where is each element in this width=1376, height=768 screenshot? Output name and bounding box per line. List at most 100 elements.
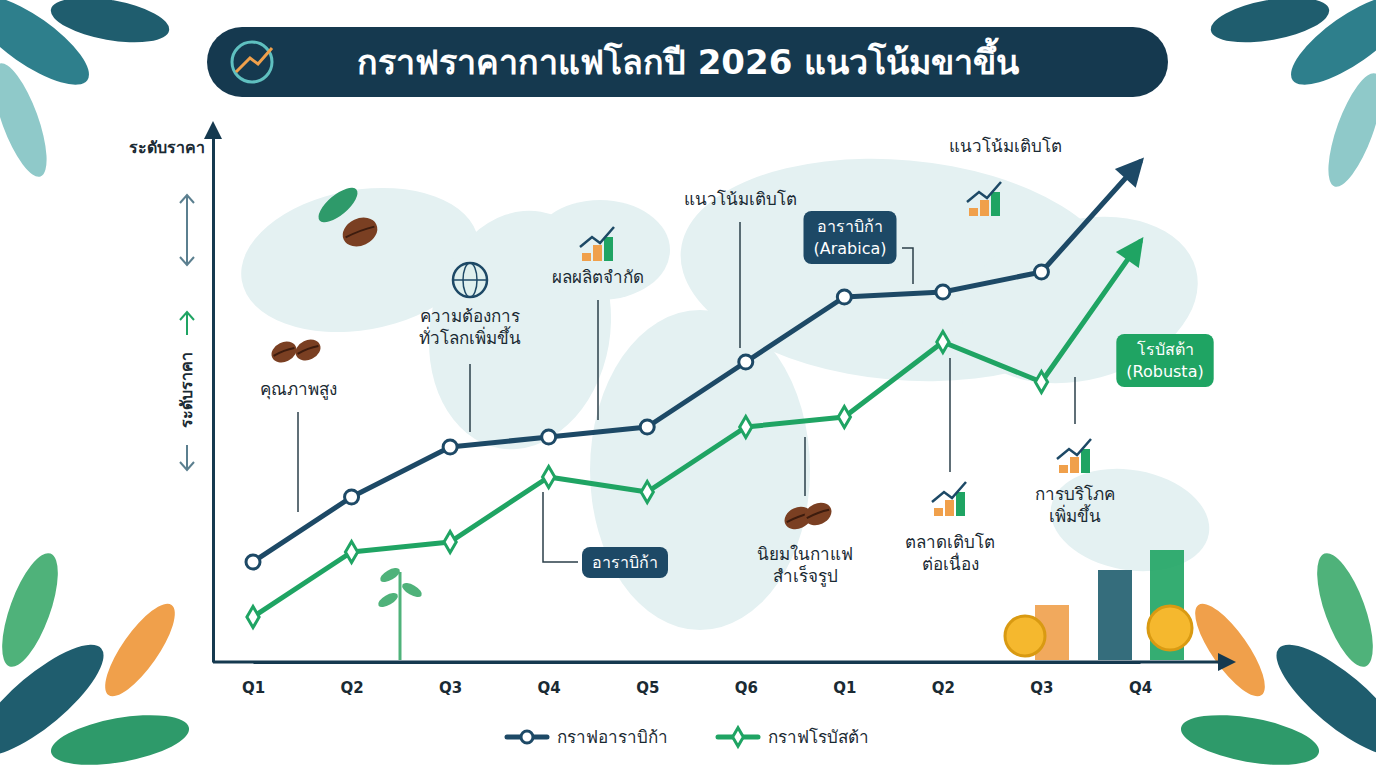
map-shape [943,192,1216,409]
leader-line [739,222,741,348]
legend-item: กราฟอาราบิก้า [507,727,668,747]
point-marker [345,490,359,504]
title-icon [236,48,272,72]
x-tick-label: Q4 [538,679,561,697]
annotation-box-bg [803,211,896,264]
point-marker [936,285,950,299]
icon-arrow [967,182,1001,202]
legend-item: กราฟโรบัสต้า [718,727,869,747]
annotation-line: (Arabica) [813,239,886,258]
bar-icon [1057,439,1091,473]
annotation: ความต้องการทั่วโลกเพิ่มขึ้น [419,306,521,348]
annotation-line: การบริโภค [1035,484,1115,504]
x-tick-label: Q2 [340,679,363,697]
x-tick-label: Q5 [636,679,659,697]
point-marker [640,420,654,434]
annotation-box: อาราบิก้า [582,547,668,578]
decorations [0,0,1376,768]
x-tick-label: Q3 [1030,679,1053,697]
annotation-box: อาราบิก้า(Arabica) [803,211,896,264]
chart-root: กราฟราคากาแฟโลกปี 2026 แนวโน้มขาขึ้นQ1Q2… [0,0,1376,768]
point-marker [837,290,851,304]
bar-icon [580,227,614,261]
arrow-head [1116,229,1155,268]
series-line [253,162,1140,562]
bean [292,336,324,365]
globe [453,263,487,297]
bar-icon [932,482,966,516]
annotation-line: นิยมในกาแฟ [757,544,853,564]
leader-line [804,437,806,496]
annotation-text: การบริโภคเพิ่มขึ้น [1035,484,1115,526]
coin [1005,616,1045,656]
icon-bar [956,492,965,516]
annotation: แนวโน้มเติบโต [684,189,797,209]
decor-bar [1098,570,1132,660]
annotation-text: แนวโน้มเติบโต [684,189,797,209]
leaf [1177,706,1323,768]
point-marker [246,555,260,569]
annotation-text: นิยมในกาแฟสำเร็จรูป [757,544,853,587]
legend-label: กราฟอาราบิก้า [557,727,668,747]
annotation-line: แนวโน้มเติบโต [684,189,797,209]
annotation-text: แนวโน้มเติบโต [949,136,1062,156]
x-tick-label: Q1 [242,679,265,697]
x-tick-label: Q4 [1129,679,1152,697]
icon-bar [991,192,1000,216]
y-axis-arrow [204,121,222,139]
icon-arrow [1057,439,1091,459]
annotations: คุณภาพสูง ความต้องการทั่วโลกเพิ่มขึ้น ผลผล… [260,136,1214,587]
leader-line [469,364,471,432]
title-banner [207,27,1168,97]
legend: กราฟอาราบิก้า กราฟโรบัสต้า [507,727,869,747]
point-marker [345,541,357,562]
point-marker [543,466,555,487]
icon-bar [980,200,989,216]
point-marker [1035,371,1047,392]
coffee-bean-icon [801,499,835,530]
leader-line [902,248,913,284]
x-tick-label: Q3 [439,679,462,697]
arrow-head [1115,148,1155,188]
x-tick-label: Q1 [833,679,856,697]
annotation: การบริโภคเพิ่มขึ้น [1035,484,1115,526]
icon-bar [934,508,943,516]
annotation: ผลผลิตจำกัด [552,267,644,287]
leaf [0,547,69,673]
leaf [1184,595,1277,706]
icon-arrow [932,482,966,502]
leader-line [1074,377,1076,424]
point-marker [444,531,456,552]
leaf [313,182,363,228]
icon-bar [969,208,978,216]
point-marker [542,430,556,444]
annotation-line: คุณภาพสูง [260,379,337,400]
annotation-text: ความต้องการทั่วโลกเพิ่มขึ้น [419,306,521,348]
leader-line [297,412,299,512]
bean [338,212,382,252]
point-marker [838,406,850,427]
leader-line [597,300,599,420]
series-line [253,242,1140,617]
point-marker [740,416,752,437]
annotation-line: โรบัสต้า [1137,340,1194,359]
point-marker [641,481,653,502]
annotation-text: ผลผลิตจำกัด [552,267,644,287]
x-tick: Q2 [932,679,955,697]
annotation-box-bg [1116,334,1213,387]
bar-icon [967,182,1001,216]
plot-marks [246,148,1155,627]
coin [1148,606,1192,650]
leaf [47,0,172,50]
icon-bar [604,237,613,261]
globe-equator [453,279,487,281]
x-tick: Q4 [1129,679,1152,697]
annotation-line: ความต้องการ [420,306,520,326]
annotation-line: ผลผลิตจำกัด [552,267,644,287]
annotation-line: ต่อเนื่อง [922,552,979,574]
annotation: ตลาดเติบโตต่อเนื่อง [905,532,995,574]
side-arrow [180,195,194,265]
x-tick: Q1 [242,679,265,697]
icon-bar [1070,457,1079,473]
side-arrow [180,312,194,335]
